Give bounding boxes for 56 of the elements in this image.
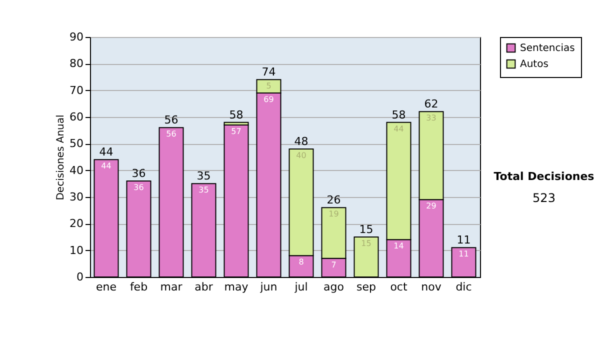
total-label: 48 <box>294 135 308 148</box>
data-label: 44 <box>394 124 404 134</box>
total-label: 62 <box>424 98 438 111</box>
x-tick-label: abr <box>194 280 214 294</box>
legend-label: Autos <box>520 59 548 70</box>
data-label: 69 <box>264 95 274 104</box>
total-label: 15 <box>359 223 374 236</box>
x-tick-label: oct <box>390 280 408 294</box>
x-tick-label: nov <box>421 280 442 294</box>
data-label: 33 <box>426 114 436 123</box>
data-label: 56 <box>166 130 176 139</box>
y-tick-label: 80 <box>70 57 84 70</box>
total-label: 56 <box>164 114 178 127</box>
total-label: 74 <box>262 66 276 79</box>
data-label: 8 <box>298 258 304 267</box>
x-tick-label: ene <box>96 280 117 294</box>
data-label: 11 <box>458 250 469 259</box>
data-label: 29 <box>426 202 436 211</box>
total-label: 11 <box>456 234 471 247</box>
total-label: 44 <box>99 146 114 159</box>
total-label: 36 <box>132 167 146 180</box>
data-label: 19 <box>328 210 339 219</box>
data-label: 7 <box>331 260 336 270</box>
data-label: 5 <box>266 82 272 91</box>
x-tick-label: jul <box>294 280 308 294</box>
data-label: 36 <box>134 183 144 192</box>
y-tick-label: 10 <box>70 244 84 257</box>
x-tick-label: jun <box>259 280 278 294</box>
x-tick-label: feb <box>130 280 148 294</box>
total-label: 58 <box>392 108 406 122</box>
x-tick-label: dic <box>456 280 472 294</box>
data-label: 35 <box>198 186 209 195</box>
y-axis-title: Decisiones Anual <box>56 114 67 200</box>
y-tick-label: 90 <box>70 30 84 44</box>
text: 523 <box>532 191 556 205</box>
x-tick-label: may <box>224 280 249 294</box>
legend-label: Sentencias <box>520 43 575 54</box>
data-label: 57 <box>231 127 242 136</box>
text: Total Decisiones <box>492 170 596 183</box>
total-label: 26 <box>326 194 341 207</box>
x-tick-label: sep <box>356 280 376 294</box>
y-tick-label: 30 <box>70 190 84 204</box>
x-tick-label: mar <box>160 280 183 294</box>
data-label: 15 <box>361 239 372 248</box>
y-tick-label: 60 <box>70 110 84 124</box>
x-tick-label: ago <box>324 280 344 294</box>
data-label: 44 <box>101 162 112 171</box>
y-tick-label: 40 <box>70 164 84 177</box>
data-label: 40 <box>296 151 306 160</box>
y-tick-label: 0 <box>76 270 84 284</box>
total-label: 35 <box>196 170 211 183</box>
data-label: 14 <box>394 242 404 251</box>
total-label: 58 <box>229 108 244 122</box>
y-tick-label: 70 <box>70 84 84 97</box>
y-tick-label: 50 <box>70 137 84 150</box>
y-tick-label: 20 <box>70 217 84 230</box>
